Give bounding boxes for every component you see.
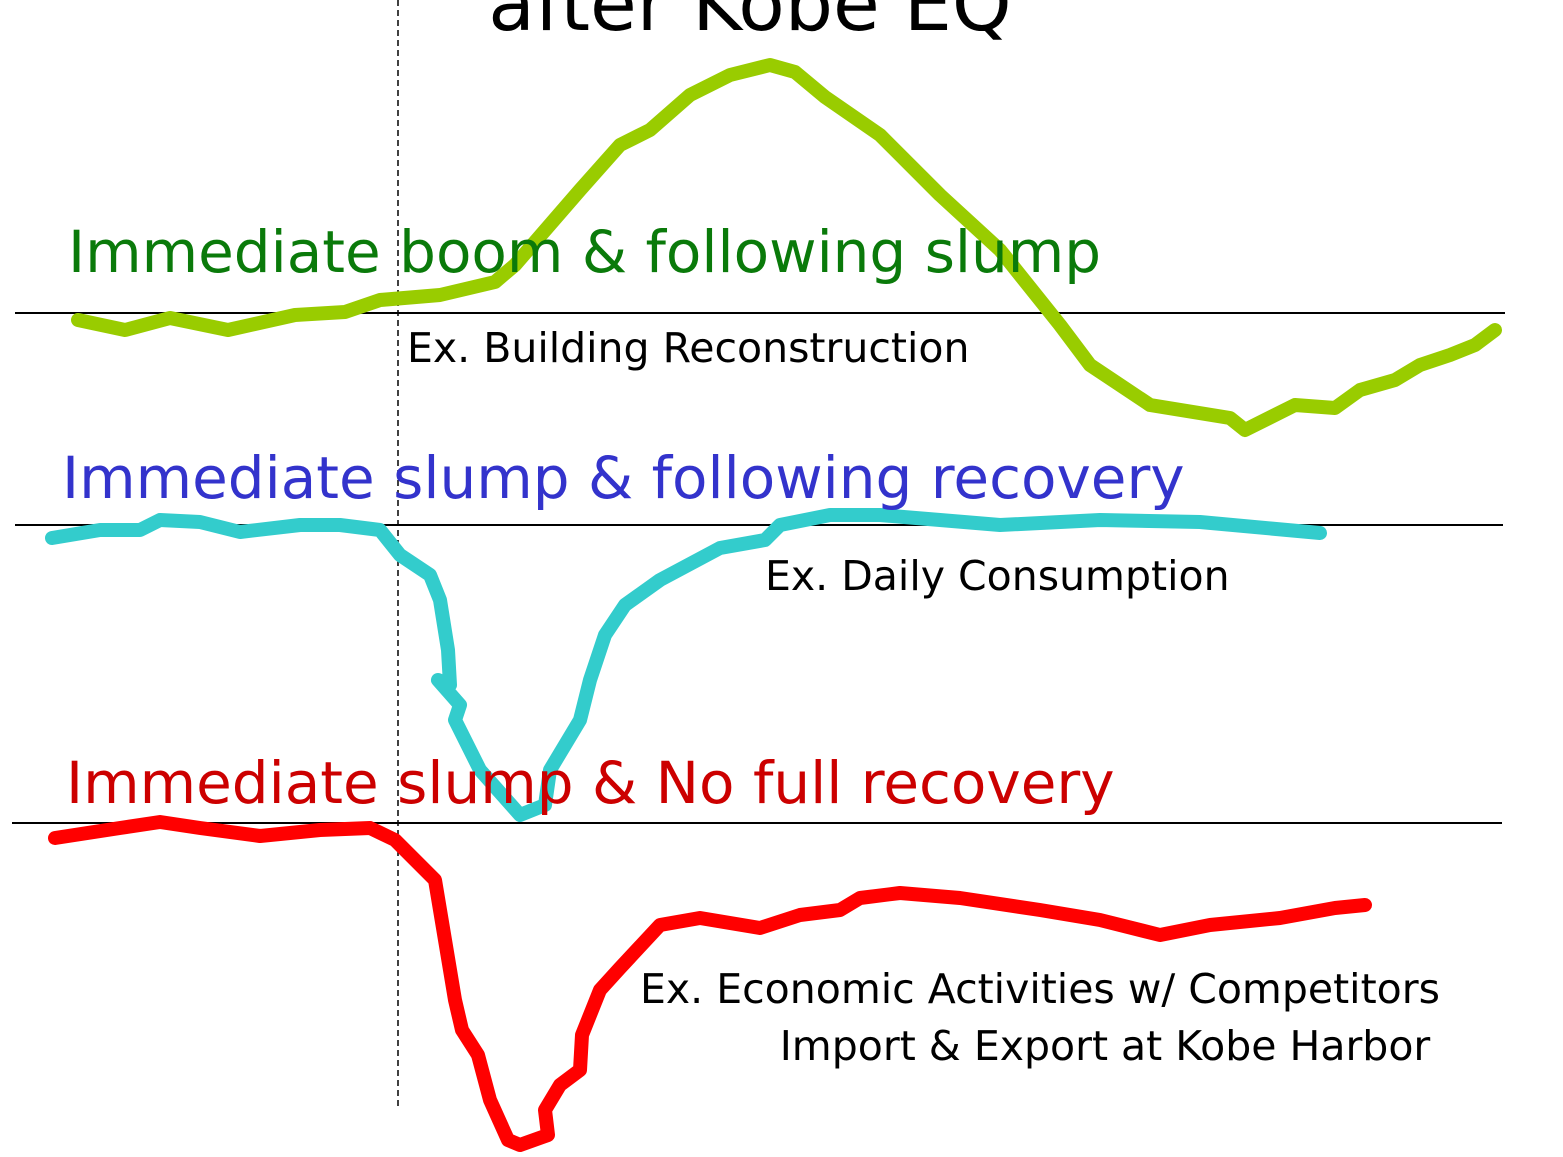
slump-curve <box>48 815 1372 1152</box>
panel-example: Ex. Building Reconstruction <box>407 324 969 372</box>
panel-heading: Immediate boom & following slump <box>68 218 1101 286</box>
panel-example: Import & Export at Kobe Harbor <box>780 1022 1431 1070</box>
boom-curve <box>71 58 1502 437</box>
slide-title: after Kobe EQ <box>488 0 1012 48</box>
panel-heading: Immediate slump & No full recovery <box>66 749 1115 817</box>
recovery-curve <box>45 508 1327 822</box>
panel-example: Ex. Economic Activities w/ Competitors <box>640 965 1440 1013</box>
panel-example: Ex. Daily Consumption <box>765 552 1230 600</box>
panel-heading: Immediate slump & following recovery <box>62 444 1185 512</box>
